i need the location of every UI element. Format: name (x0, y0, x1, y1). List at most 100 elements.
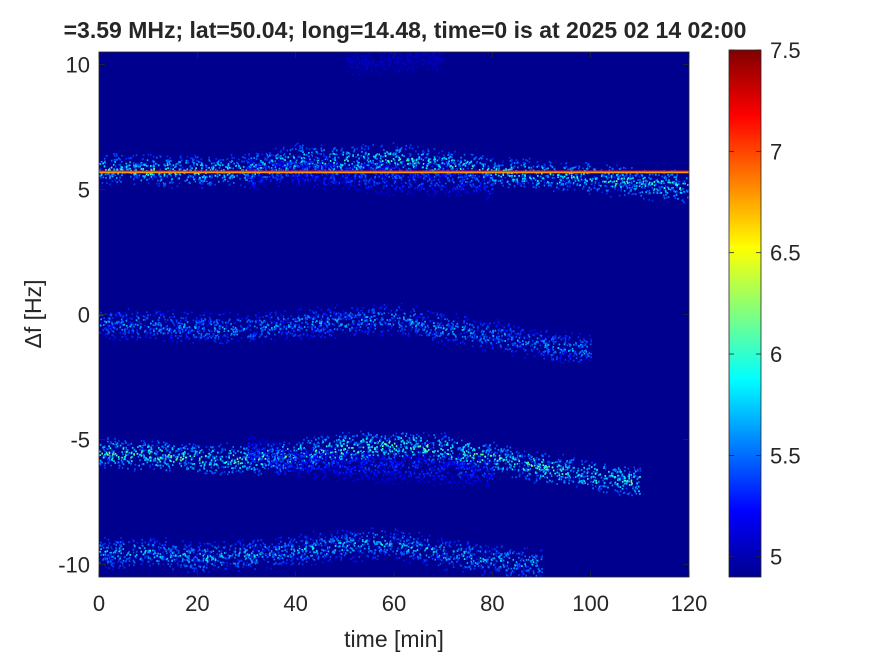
heatmap-cell (603, 175, 605, 177)
heatmap-cell (307, 315, 309, 317)
heatmap-cell (280, 176, 283, 179)
heatmap-cell (193, 162, 195, 165)
heatmap-cell (299, 334, 301, 337)
heatmap-cell (355, 165, 357, 168)
heatmap-cell (396, 309, 398, 312)
heatmap-cell (424, 326, 427, 328)
heatmap-cell (382, 187, 385, 190)
heatmap-cell (319, 162, 321, 164)
heatmap-cell (277, 325, 280, 328)
heatmap-cell (379, 323, 382, 326)
heatmap-cell (479, 339, 482, 341)
heatmap-cell (364, 176, 367, 179)
heatmap-cell (367, 145, 370, 148)
heatmap-cell (276, 175, 279, 178)
heatmap-cell (489, 192, 491, 195)
heatmap-cell (251, 160, 253, 163)
heatmap-cell (254, 322, 257, 324)
heatmap-cell (131, 317, 133, 320)
heatmap-cell (323, 187, 326, 190)
heatmap-cell (395, 174, 397, 176)
heatmap-cell (186, 155, 189, 158)
heatmap-cell (395, 152, 397, 155)
heatmap-cell (381, 330, 383, 333)
heatmap-cell (300, 161, 303, 163)
heatmap-cell (464, 325, 467, 327)
heatmap-cell (547, 354, 549, 356)
heatmap-cell (563, 180, 566, 183)
heatmap-cell (402, 450, 404, 453)
heatmap-cell (175, 327, 178, 329)
heatmap-cell (569, 355, 572, 358)
heatmap-cell (120, 324, 123, 327)
heatmap-cell (203, 335, 206, 338)
heatmap-cell (605, 189, 608, 192)
heatmap-cell (116, 154, 118, 157)
heatmap-cell (399, 187, 401, 190)
heatmap-cell (299, 329, 302, 332)
heatmap-cell (479, 185, 482, 188)
heatmap-cell (191, 160, 194, 163)
heatmap-cell (366, 316, 369, 318)
heatmap-cell (496, 318, 499, 321)
heatmap-cell (218, 159, 220, 162)
heatmap-cell (431, 165, 433, 168)
heatmap-cell (223, 328, 226, 330)
heatmap-cell (181, 444, 183, 446)
heatmap-cell (199, 336, 202, 339)
heatmap-cell (124, 166, 126, 168)
heatmap-cell (239, 166, 241, 169)
heatmap-cell (298, 326, 300, 329)
heatmap-cell (312, 162, 314, 165)
heatmap-cell (119, 158, 121, 161)
heatmap-cell (315, 330, 318, 332)
heatmap-cell (438, 152, 440, 154)
heatmap-cell (542, 354, 545, 356)
heatmap-cell (549, 164, 552, 167)
heatmap-cell (481, 330, 484, 333)
heatmap-cell (498, 174, 500, 177)
heatmap-cell (305, 314, 307, 317)
heatmap-cell (116, 168, 119, 171)
heatmap-cell (345, 179, 348, 181)
heatmap-cell (631, 482, 633, 485)
heatmap-cell (365, 319, 368, 322)
heatmap-cell (412, 176, 415, 178)
heatmap-cell (446, 318, 449, 321)
heatmap-cell (478, 169, 481, 171)
heatmap-cell (383, 308, 386, 310)
heatmap-cell (489, 330, 491, 333)
heatmap-cell (155, 162, 157, 165)
heatmap-cell (480, 340, 483, 343)
heatmap-cell (155, 312, 157, 315)
heatmap-cell (218, 326, 220, 329)
heatmap-cell (416, 322, 419, 325)
heatmap-cell (619, 183, 621, 186)
heatmap-cell (221, 176, 224, 179)
heatmap-cell (418, 184, 421, 186)
heatmap-cell (410, 322, 413, 325)
heatmap-cell (409, 192, 411, 194)
heatmap-cell (512, 180, 515, 183)
heatmap-cell (235, 328, 238, 331)
heatmap-cell (536, 340, 538, 343)
heatmap-cell (426, 163, 428, 166)
heatmap-cell (245, 159, 248, 162)
heatmap-cell (330, 166, 333, 169)
heatmap-cell (261, 341, 264, 344)
heatmap-cell (264, 327, 267, 330)
heatmap-cell (478, 158, 481, 160)
heatmap-cell (106, 182, 108, 185)
heatmap-cell (127, 308, 130, 310)
heatmap-cell (457, 159, 459, 162)
heatmap-cell (225, 166, 227, 168)
heatmap-cell (554, 336, 557, 339)
heatmap-cell (570, 172, 573, 175)
heatmap-cell (483, 336, 486, 338)
heatmap-cell (116, 442, 119, 445)
heatmap-cell (202, 320, 205, 322)
heatmap-cell (648, 199, 650, 201)
heatmap-cell (489, 180, 491, 182)
heatmap-cell (118, 312, 121, 315)
heatmap-cell (360, 173, 362, 175)
